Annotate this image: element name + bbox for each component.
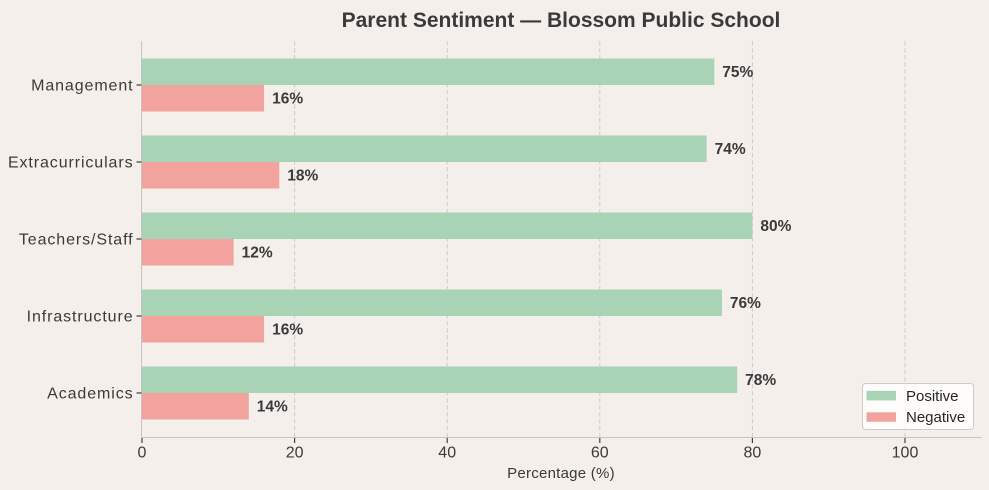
svg-text:14%: 14% xyxy=(257,399,288,416)
svg-text:20: 20 xyxy=(286,445,304,462)
svg-text:60: 60 xyxy=(591,445,609,462)
svg-text:80: 80 xyxy=(744,445,762,462)
svg-text:Percentage (%): Percentage (%) xyxy=(507,465,615,482)
svg-text:Academics: Academics xyxy=(47,386,133,403)
svg-text:Negative: Negative xyxy=(906,409,965,426)
svg-text:78%: 78% xyxy=(745,372,776,389)
svg-text:Positive: Positive xyxy=(906,388,959,405)
svg-text:100: 100 xyxy=(892,445,919,462)
svg-text:74%: 74% xyxy=(715,141,746,158)
svg-text:16%: 16% xyxy=(272,322,303,339)
svg-text:Management: Management xyxy=(31,78,133,95)
svg-text:Teachers/Staff: Teachers/Staff xyxy=(19,232,134,249)
svg-text:40: 40 xyxy=(438,445,456,462)
svg-text:75%: 75% xyxy=(722,64,753,81)
svg-text:80%: 80% xyxy=(760,218,791,235)
svg-text:Parent Sentiment — Blossom Pub: Parent Sentiment — Blossom Public School xyxy=(342,9,781,32)
svg-text:Extracurriculars: Extracurriculars xyxy=(8,155,134,172)
svg-text:12%: 12% xyxy=(242,245,273,262)
svg-text:76%: 76% xyxy=(730,295,761,312)
svg-text:16%: 16% xyxy=(272,91,303,108)
svg-text:Infrastructure: Infrastructure xyxy=(27,309,134,326)
svg-text:0: 0 xyxy=(138,445,147,462)
svg-text:18%: 18% xyxy=(287,168,318,185)
